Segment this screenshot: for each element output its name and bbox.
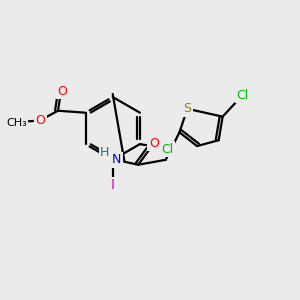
Text: S: S: [183, 102, 191, 115]
Text: CH₃: CH₃: [6, 118, 27, 128]
Text: Cl: Cl: [161, 142, 173, 155]
Text: Cl: Cl: [236, 88, 248, 101]
Text: I: I: [111, 178, 115, 192]
Text: N: N: [112, 153, 121, 166]
Text: O: O: [35, 114, 45, 127]
Text: O: O: [149, 136, 159, 150]
Text: H: H: [100, 146, 110, 159]
Text: O: O: [57, 85, 67, 98]
